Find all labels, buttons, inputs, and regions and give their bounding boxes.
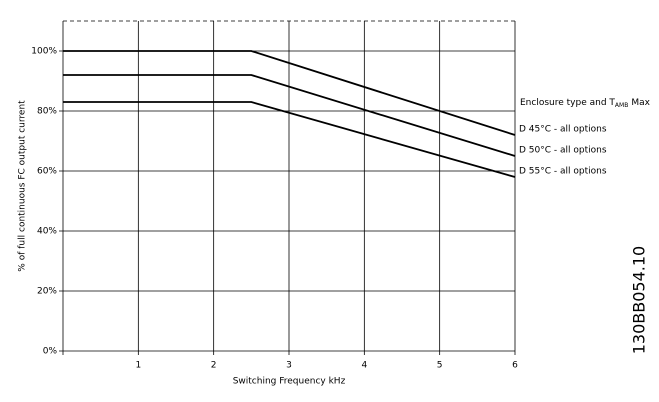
y-tick-label: 40% bbox=[37, 227, 57, 237]
y-tick-label: 100% bbox=[31, 47, 57, 57]
line bbox=[63, 50, 516, 136]
x-tick-label: 3 bbox=[286, 361, 292, 371]
y-tick-label: 60% bbox=[37, 167, 57, 177]
line bbox=[63, 74, 516, 157]
figure-code: 130BB054.10 bbox=[630, 246, 649, 354]
legend-label: D 45°C - all options bbox=[519, 125, 607, 135]
x-axis-label: Switching Frequency kHz bbox=[233, 377, 346, 387]
y-tick-label: 0% bbox=[43, 347, 58, 357]
legend-title-suffix: Max bbox=[631, 98, 650, 108]
x-tick-label: 4 bbox=[361, 361, 367, 371]
y-axis-label: % of full continuous FC output current bbox=[18, 100, 28, 272]
y-tick-label: 20% bbox=[37, 287, 57, 297]
y-tick-label: 80% bbox=[37, 107, 57, 117]
legend-title-text: Enclosure type and T bbox=[520, 98, 615, 108]
legend-title-sub: AMB bbox=[615, 102, 628, 109]
x-tick-label: 1 bbox=[135, 361, 141, 371]
x-tick-label: 6 bbox=[512, 361, 518, 371]
x-tick-label: 2 bbox=[211, 361, 217, 371]
legend-title: Enclosure type and TAMB Max bbox=[520, 98, 651, 109]
legend-label: D 55°C - all options bbox=[519, 167, 607, 177]
x-tick-label: 5 bbox=[437, 361, 443, 371]
legend-label: D 50°C - all options bbox=[519, 146, 607, 156]
line bbox=[63, 101, 516, 178]
